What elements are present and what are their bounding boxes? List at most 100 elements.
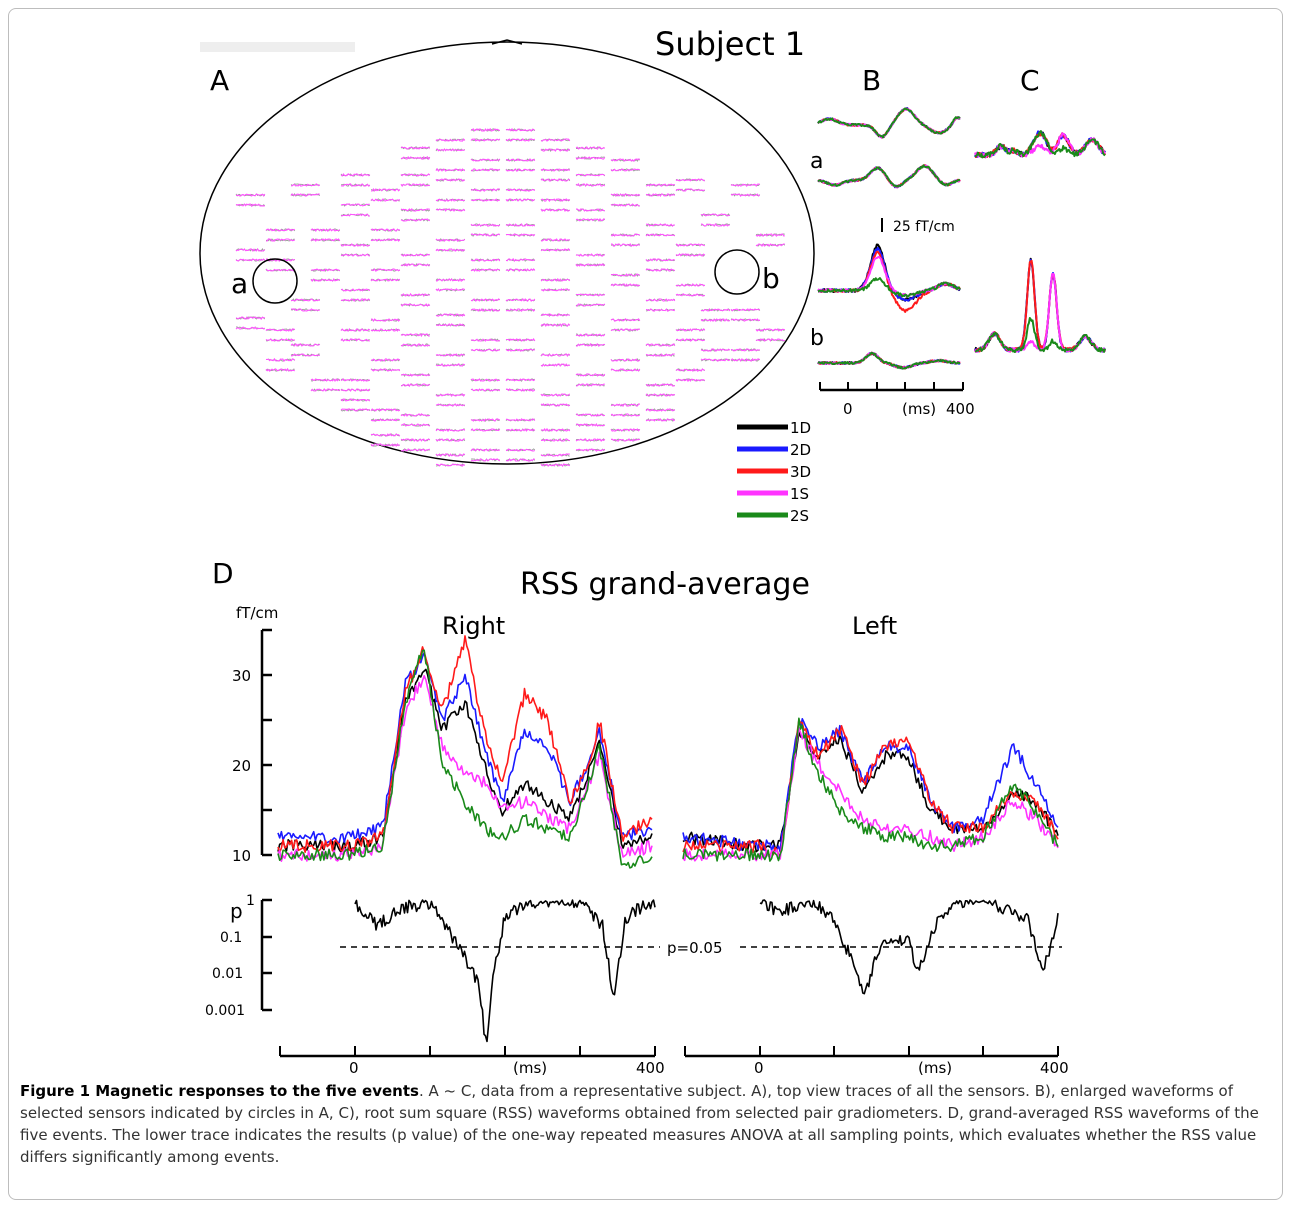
p-tick-1: 1 [246,893,255,909]
sensor-trace-17 [341,329,370,341]
hemi-left-label: Left [852,612,897,640]
d-unit: fT/cm [236,604,278,622]
b-b1-trace-1D [818,245,960,301]
sensor-trace-61 [506,299,535,311]
sensor-trace-58 [506,189,535,201]
sensor-trace-64 [506,419,535,431]
sensor-trace-80 [576,294,605,306]
p-threshold-label: p=0.05 [667,939,723,957]
sensor-trace-31 [401,294,430,306]
sensor-trace-23 [371,319,400,331]
d-axis-left-end: 400 [1040,1059,1069,1075]
sensor-trace-27 [401,147,430,159]
figure-graphic: A Subject 1 a b B C a b 25 fT/cm 0 (ms) … [0,0,1293,1075]
sensor-trace-50 [471,259,500,271]
sensor-trace-109 [731,309,760,321]
sensor-trace-21 [371,229,400,241]
p-y-axis [262,900,272,1010]
rss-right-plot [278,636,652,868]
head-outline [200,42,814,464]
sensor-trace-63 [506,379,535,391]
b-row-label-a: a [810,149,823,174]
legend-label-1S: 1S [790,485,809,503]
sensor-trace-37 [436,169,465,181]
sensor-trace-14 [341,204,370,216]
sensor-trace-106 [701,309,730,321]
sensor-trace-42 [436,354,465,366]
y-tick-30: 30 [232,667,251,685]
sensor-trace-102 [676,284,705,296]
sensor-trace-95 [646,259,675,271]
legend-label-2S: 2S [790,507,809,525]
d-axis-left-start: 0 [754,1059,764,1075]
sensor-trace-29 [401,209,430,221]
rssRight-series-3D [278,636,652,852]
sensor-trace-34 [401,414,430,426]
sensor-trace-69 [541,239,570,251]
d-axis-right-unit: (ms) [513,1059,547,1075]
panel-label-d: D [212,557,234,590]
sensor-trace-94 [646,224,675,236]
sensor-trace-91 [611,404,640,416]
d-axis-right-start: 0 [349,1059,359,1075]
sensor-trace-16 [341,289,370,301]
sensor-trace-41 [436,314,465,326]
panel-label-a: A [210,64,229,97]
sensor-trace-3 [266,229,295,241]
legend-label-1D: 1D [790,419,811,437]
sensor-trace-24 [371,359,400,371]
sensor-trace-101 [676,244,705,256]
sensor-trace-62 [506,339,535,351]
caption-title: Figure 1 Magnetic responses to the five … [20,1082,419,1100]
pRight-series-p [355,900,655,1041]
sensor-trace-103 [676,329,705,341]
legend-label-2D: 2D [790,441,811,459]
sensor-trace-6 [266,359,295,371]
sensor-trace-92 [611,429,640,441]
y-tick-20: 20 [232,757,251,775]
sensor-trace-84 [576,439,605,451]
sensor-trace-9 [291,344,320,356]
sensor-trace-71 [541,314,570,326]
sensor-trace-79 [576,254,605,266]
b-row-label-b: b [810,326,824,351]
d-title: RSS grand-average [520,567,810,602]
b-waveforms [818,108,960,369]
sensor-trace-107 [701,349,730,361]
sensor-trace-25 [371,409,400,421]
sensor-trace-77 [576,174,605,186]
sensor-trace-93 [646,184,675,196]
d-time-axis-left [685,1046,1058,1056]
sensor-trace-40 [436,279,465,291]
sensor-trace-38 [436,199,465,211]
sensor-trace-7 [291,184,320,196]
sensor-trace-56 [506,129,535,141]
b-b1-trace-2D [818,248,960,301]
sensor-trace-49 [471,224,500,236]
sensor-trace-98 [646,384,675,396]
sensor-trace-88 [611,274,640,286]
sensor-trace-12 [311,379,340,391]
sensor-trace-44 [436,429,465,441]
rss-left-plot [683,718,1058,861]
circle-label-a: a [231,267,248,300]
sensor-trace-33 [401,374,430,386]
sensor-trace-65 [506,449,535,461]
c-waveforms [975,131,1105,352]
sensor-trace-108 [731,184,760,196]
rssRight-series-2S [278,650,652,868]
sensor-trace-66 [541,139,570,151]
sensor-trace-96 [646,299,675,311]
sensor-trace-86 [611,194,640,206]
sensor-trace-110 [731,349,760,361]
sensor-trace-52 [471,339,500,351]
sensor-trace-28 [401,174,430,186]
sensor-trace-57 [506,159,535,171]
sensor-trace-85 [611,159,640,171]
rssRight-series-2D [278,652,652,842]
sensor-trace-54 [471,419,500,431]
sensor-circle-b [715,250,759,294]
sensor-trace-73 [541,394,570,406]
sensor-trace-72 [541,354,570,366]
subject-title: Subject 1 [655,25,805,63]
